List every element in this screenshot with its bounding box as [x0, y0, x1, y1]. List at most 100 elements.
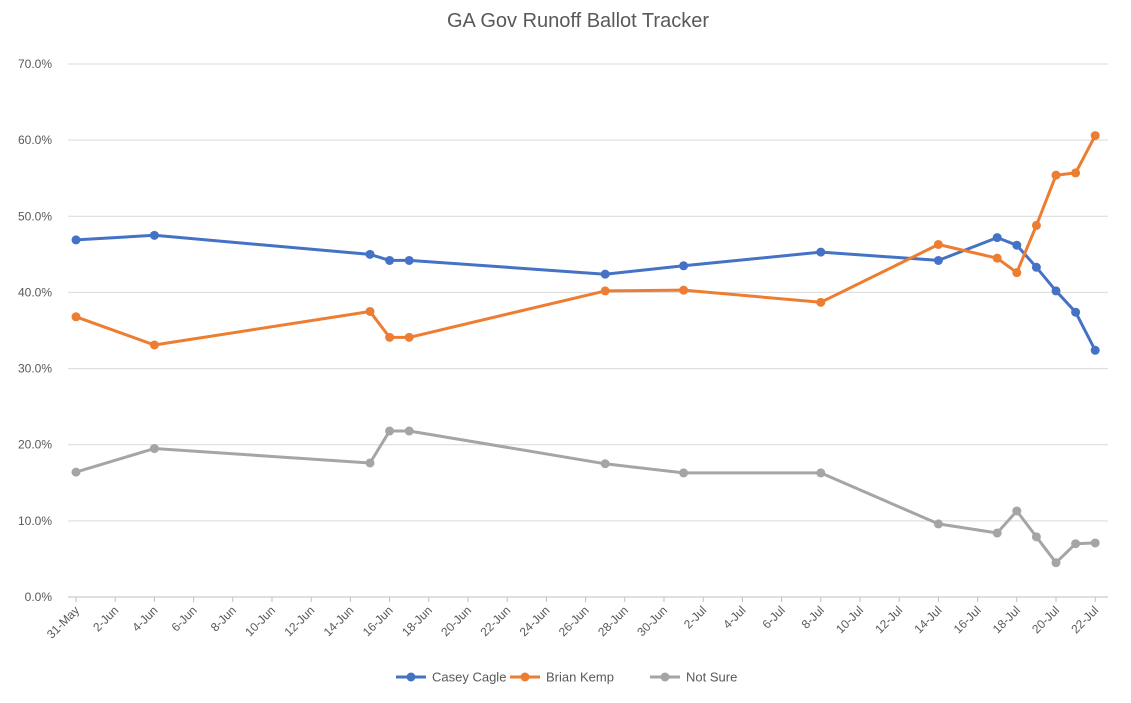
y-tick-label: 40.0%: [18, 285, 52, 299]
series-casey-cagle: [71, 230, 1100, 355]
data-point-not-sure: [1071, 539, 1081, 549]
y-axis-ticks: 0.0% 10.0% 20.0% 30.0% 40.0% 50.0% 60.0% 70.0%: [18, 57, 52, 604]
data-point-not-sure: [149, 444, 159, 454]
chart-title: GA Gov Runoff Ballot Tracker: [447, 10, 709, 32]
x-tick-label: 16-Jun: [360, 603, 396, 639]
data-point-casey-cagle: [679, 261, 689, 271]
y-tick-label: 60.0%: [18, 133, 52, 147]
data-point-casey-cagle: [149, 230, 159, 240]
data-point-not-sure: [933, 519, 943, 529]
legend-label: Casey Cagle: [432, 670, 506, 685]
x-tick-label: 14-Jul: [912, 603, 945, 636]
legend-label: Not Sure: [686, 670, 737, 685]
data-point-casey-cagle: [1031, 262, 1041, 272]
data-point-casey-cagle: [992, 233, 1002, 243]
x-tick-label: 8-Jul: [799, 603, 827, 631]
data-point-brian-kemp: [1051, 170, 1061, 180]
x-tick-label: 20-Jul: [1029, 603, 1062, 636]
x-tick-label: 8-Jun: [208, 603, 239, 634]
y-tick-label: 30.0%: [18, 362, 52, 376]
x-axis-ticks: 31-May 2-Jun 4-Jun 6-Jun 8-Jun 10-Jun 12-Jun 14…: [44, 597, 1101, 641]
series-brian-kemp: [71, 131, 1100, 350]
data-point-not-sure: [600, 459, 610, 469]
x-tick-label: 24-Jun: [517, 603, 553, 639]
data-point-casey-cagle: [1012, 240, 1022, 250]
data-point-not-sure: [1012, 506, 1022, 516]
data-point-not-sure: [992, 528, 1002, 538]
x-tick-label: 14-Jun: [321, 603, 357, 639]
data-point-casey-cagle: [385, 255, 395, 265]
data-point-casey-cagle: [600, 269, 610, 279]
y-tick-label: 0.0%: [25, 590, 53, 604]
data-point-casey-cagle: [71, 235, 81, 245]
legend: Casey Cagle Brian Kemp Not Sure: [396, 670, 737, 685]
data-point-brian-kemp: [1012, 268, 1022, 278]
data-point-not-sure: [71, 467, 81, 477]
data-point-brian-kemp: [933, 239, 943, 249]
data-point-brian-kemp: [679, 285, 689, 295]
data-point-not-sure: [679, 468, 689, 478]
x-tick-label: 12-Jul: [872, 603, 905, 636]
data-point-brian-kemp: [404, 332, 414, 342]
legend-item-not-sure: Not Sure: [650, 670, 737, 685]
data-point-brian-kemp: [816, 297, 826, 307]
data-point-brian-kemp: [385, 332, 395, 342]
x-tick-label: 22-Jun: [477, 603, 513, 639]
data-point-not-sure: [1051, 558, 1061, 568]
x-tick-label: 30-Jun: [634, 603, 670, 639]
data-point-casey-cagle: [365, 249, 375, 259]
legend-label: Brian Kemp: [546, 670, 614, 685]
x-tick-label: 18-Jul: [990, 603, 1023, 636]
x-tick-label: 16-Jul: [951, 603, 984, 636]
legend-swatch-marker: [520, 672, 530, 682]
legend-swatch-marker: [406, 672, 416, 682]
data-point-casey-cagle: [1051, 286, 1061, 296]
x-tick-label: 22-Jul: [1068, 603, 1101, 636]
gridlines: [68, 63, 1108, 598]
data-point-brian-kemp: [600, 286, 610, 296]
legend-item-casey-cagle: Casey Cagle: [396, 670, 506, 685]
x-tick-label: 12-Jun: [281, 603, 317, 639]
x-tick-label: 2-Jul: [681, 603, 709, 631]
y-tick-label: 20.0%: [18, 438, 52, 452]
x-tick-label: 10-Jun: [242, 603, 278, 639]
data-point-brian-kemp: [149, 340, 159, 350]
x-tick-label: 6-Jun: [169, 603, 200, 634]
data-point-not-sure: [816, 468, 826, 478]
data-point-casey-cagle: [1071, 307, 1081, 317]
y-tick-label: 10.0%: [18, 514, 52, 528]
data-point-not-sure: [404, 426, 414, 436]
legend-swatch-marker: [660, 672, 670, 682]
data-point-brian-kemp: [1090, 131, 1100, 141]
data-point-not-sure: [1090, 538, 1100, 548]
data-point-casey-cagle: [933, 255, 943, 265]
data-point-not-sure: [365, 458, 375, 468]
data-point-brian-kemp: [1031, 220, 1041, 230]
y-tick-label: 50.0%: [18, 209, 52, 223]
series-lines: [71, 131, 1100, 568]
x-tick-label: 26-Jun: [556, 603, 592, 639]
series-not-sure: [71, 426, 1100, 568]
x-tick-label: 18-Jun: [399, 603, 435, 639]
data-point-casey-cagle: [816, 247, 826, 257]
data-point-brian-kemp: [365, 306, 375, 316]
x-tick-label: 4-Jul: [720, 603, 748, 631]
series-line-brian-kemp: [74, 134, 1097, 347]
data-point-not-sure: [385, 426, 395, 436]
x-tick-label: 20-Jun: [438, 603, 474, 639]
x-tick-label: 2-Jun: [90, 603, 121, 634]
data-point-not-sure: [1031, 532, 1041, 542]
data-point-brian-kemp: [992, 253, 1002, 263]
legend-item-brian-kemp: Brian Kemp: [510, 670, 614, 685]
data-point-casey-cagle: [1090, 345, 1100, 355]
data-point-casey-cagle: [404, 255, 414, 265]
y-tick-label: 70.0%: [18, 57, 52, 71]
series-line-not-sure: [74, 429, 1097, 565]
x-tick-label: 10-Jul: [833, 603, 866, 636]
data-point-brian-kemp: [1071, 168, 1081, 178]
x-tick-label: 31-May: [44, 603, 82, 641]
x-tick-label: 28-Jun: [595, 603, 631, 639]
x-tick-label: 6-Jul: [759, 603, 787, 631]
x-tick-label: 4-Jun: [129, 603, 160, 634]
